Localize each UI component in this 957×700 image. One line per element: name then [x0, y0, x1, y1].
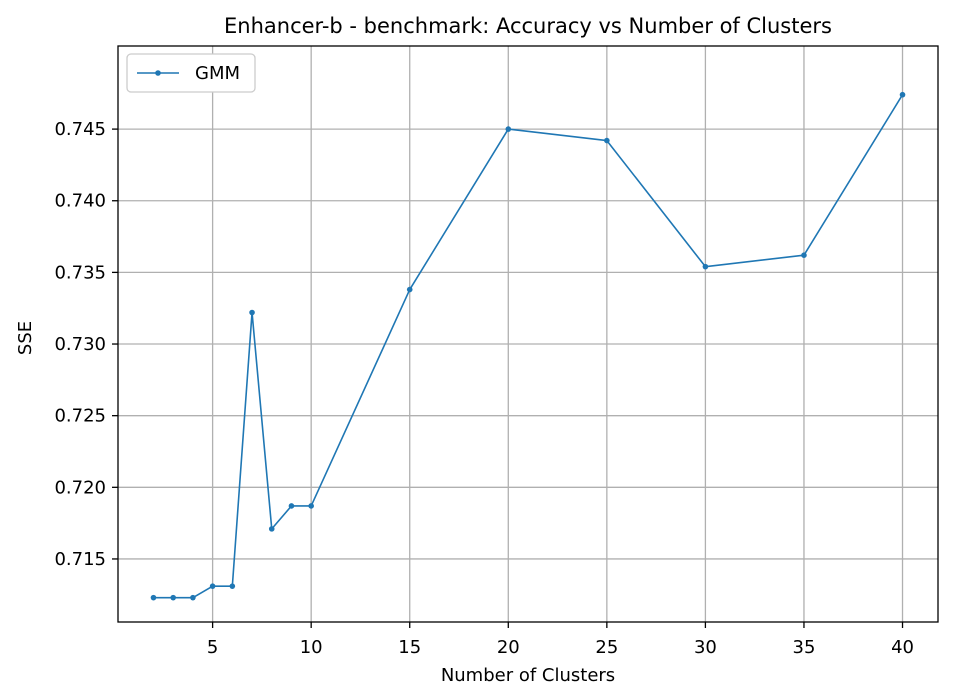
y-tick-label: 0.740 — [54, 191, 106, 212]
x-axis-label: Number of Clusters — [441, 665, 615, 686]
y-tick-label: 0.720 — [54, 477, 106, 498]
x-tick-label: 10 — [300, 637, 323, 658]
data-point — [604, 137, 610, 144]
data-point — [209, 583, 216, 589]
data-point — [702, 263, 709, 270]
x-tick-label: 30 — [694, 637, 717, 658]
y-tick-label: 0.715 — [54, 549, 106, 570]
series-layer — [150, 91, 906, 601]
data-point — [288, 503, 295, 509]
data-point — [249, 309, 255, 316]
data-point — [268, 526, 275, 532]
y-tick-label: 0.725 — [54, 406, 106, 427]
ticks: 5 10 15 20 25 30 35 40 0.715 0.720 0.725 0.730 0.735… — [54, 119, 914, 658]
y-axis-label: SSE — [15, 321, 36, 355]
legend-box — [126, 53, 256, 93]
x-tick-label: 40 — [891, 637, 914, 658]
y-tick-label: 0.730 — [54, 334, 106, 355]
data-point — [308, 503, 314, 509]
y-tick-label: 0.735 — [54, 262, 106, 283]
x-tick-label: 15 — [398, 637, 421, 658]
data-point — [505, 126, 512, 132]
legend: GMM — [126, 53, 256, 93]
data-point — [190, 594, 196, 601]
y-tick-label: 0.745 — [54, 119, 106, 140]
data-point — [150, 594, 157, 601]
data-point — [229, 583, 236, 589]
data-point — [406, 286, 413, 293]
data-point — [170, 594, 176, 601]
data-point — [801, 252, 807, 258]
x-tick-label: 20 — [497, 637, 520, 658]
chart-title: Enhancer-b - benchmark: Accuracy vs Numb… — [224, 14, 832, 38]
x-tick-label: 35 — [793, 637, 816, 658]
x-tick-label: 5 — [207, 637, 218, 658]
legend-label-gmm: GMM — [195, 63, 240, 84]
legend-marker-gmm — [155, 70, 161, 76]
data-point — [899, 91, 906, 98]
x-tick-label: 25 — [595, 637, 618, 658]
plot-frame — [117, 45, 939, 623]
